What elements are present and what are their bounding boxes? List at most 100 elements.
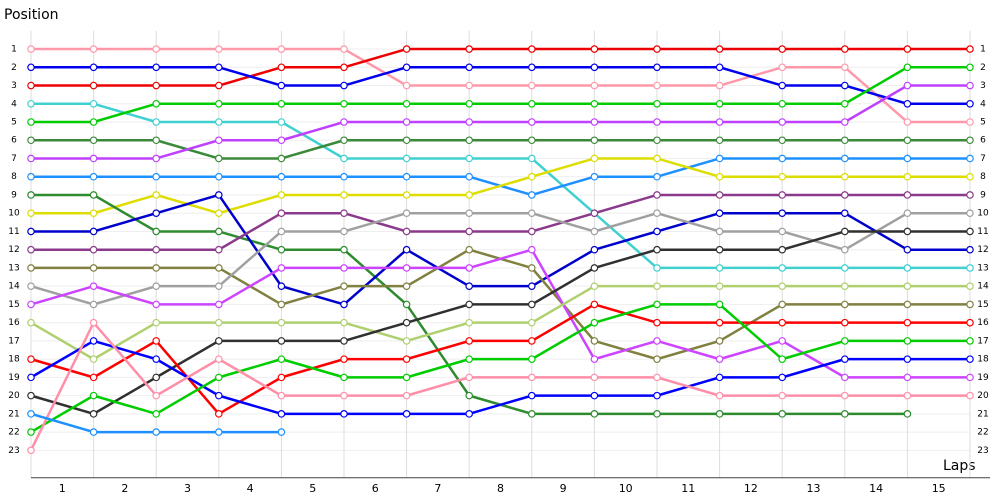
point — [715, 355, 724, 363]
series-line — [31, 138, 970, 160]
y-tick-label: 12 — [8, 245, 19, 255]
point — [89, 355, 98, 363]
point — [590, 118, 599, 126]
point — [715, 245, 724, 254]
x-tick-label: 10 — [619, 482, 633, 495]
point — [903, 136, 912, 145]
point — [340, 209, 348, 218]
point — [465, 136, 474, 145]
y-tick-label-right: 15 — [977, 300, 988, 310]
point — [152, 63, 161, 72]
point — [590, 410, 599, 418]
point — [27, 428, 35, 436]
x-tick-label: 2 — [121, 482, 128, 495]
y-tick-label: 13 — [8, 263, 19, 273]
point — [590, 355, 599, 363]
point — [215, 300, 223, 309]
point — [527, 245, 536, 254]
series-line — [30, 230, 970, 416]
y-tick-label: 4 — [11, 99, 17, 109]
x-tick-label: 14 — [869, 482, 883, 495]
y-tick-label-right: 20 — [977, 391, 989, 401]
y-tick-label-right: 21 — [977, 409, 988, 419]
point — [715, 99, 724, 108]
point — [402, 410, 411, 418]
y-tick-label: 17 — [8, 336, 19, 346]
point — [89, 245, 98, 254]
point — [340, 191, 348, 199]
point — [152, 136, 161, 145]
point — [465, 191, 474, 199]
y-tick-label-right: 17 — [977, 336, 988, 346]
point — [903, 45, 912, 53]
point — [340, 318, 348, 327]
point — [527, 410, 536, 418]
point — [465, 99, 474, 108]
point — [340, 63, 348, 72]
point — [402, 45, 411, 53]
point — [966, 191, 974, 199]
point — [778, 172, 787, 181]
point — [778, 118, 787, 126]
point — [527, 191, 536, 199]
y-tick-label-right: 12 — [977, 245, 988, 255]
point — [465, 245, 474, 254]
point — [89, 227, 98, 236]
point — [653, 410, 661, 418]
point — [840, 337, 849, 345]
point — [715, 63, 724, 72]
point — [402, 355, 411, 363]
y-tick-label: 9 — [11, 190, 17, 200]
point — [778, 264, 787, 272]
point — [465, 282, 474, 290]
point — [590, 282, 599, 290]
series-line — [30, 248, 970, 379]
point — [89, 410, 98, 418]
point — [840, 264, 849, 272]
y-tick-label-right: 3 — [980, 81, 986, 91]
point — [277, 391, 286, 400]
point — [152, 428, 161, 436]
point — [277, 337, 286, 345]
point — [590, 99, 599, 108]
point — [840, 355, 849, 363]
point — [903, 118, 912, 126]
point — [340, 391, 348, 400]
point — [340, 355, 348, 363]
point — [527, 227, 536, 236]
point — [402, 282, 411, 290]
point — [903, 264, 912, 272]
point — [715, 391, 724, 400]
point — [152, 154, 161, 163]
point — [465, 410, 474, 418]
y-tick-label: 11 — [8, 227, 19, 237]
series-line — [31, 193, 970, 251]
point — [778, 373, 787, 382]
point — [903, 172, 912, 181]
point — [89, 63, 98, 72]
point — [402, 227, 411, 236]
point — [778, 337, 787, 345]
y-tick-label: 21 — [8, 409, 19, 419]
point — [653, 136, 661, 145]
point — [340, 154, 348, 163]
point — [465, 355, 474, 363]
point — [966, 337, 974, 345]
point — [402, 337, 411, 345]
point — [215, 410, 223, 418]
point — [152, 337, 161, 345]
point — [966, 264, 974, 272]
series-line — [31, 157, 970, 215]
point — [27, 63, 35, 72]
point — [215, 337, 223, 345]
point — [27, 227, 35, 236]
point — [903, 337, 912, 345]
point — [778, 63, 787, 72]
point — [715, 264, 724, 272]
y-tick-label: 10 — [8, 209, 20, 219]
point — [277, 245, 286, 254]
point — [277, 99, 286, 108]
y-tick-label: 22 — [8, 428, 19, 438]
point — [465, 373, 474, 382]
point — [590, 172, 599, 181]
